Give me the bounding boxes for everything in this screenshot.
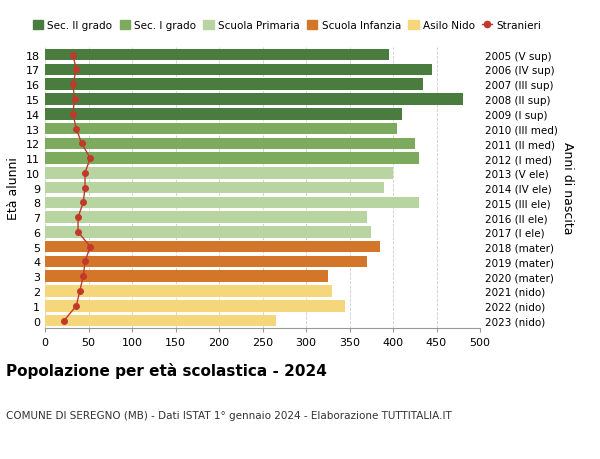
Bar [45,182,385,194]
Legend: Sec. II grado, Sec. I grado, Scuola Primaria, Scuola Infanzia, Asilo Nido, Stran: Sec. II grado, Sec. I grado, Scuola Prim… [28,17,545,35]
Text: COMUNE DI SEREGNO (MB) - Dati ISTAT 1° gennaio 2024 - Elaborazione TUTTITALIA.IT: COMUNE DI SEREGNO (MB) - Dati ISTAT 1° g… [6,410,452,420]
Bar [45,50,389,62]
Bar [45,123,397,135]
Bar [45,109,402,120]
Bar [45,94,463,106]
Bar [45,153,419,164]
Bar [45,197,419,209]
Bar [45,241,380,253]
Y-axis label: Anni di nascita: Anni di nascita [562,142,574,235]
Bar [45,212,367,224]
Bar [45,271,328,282]
Bar [45,138,415,150]
Bar [45,79,424,91]
Bar [45,168,393,179]
Bar [45,227,371,238]
Bar [45,256,367,268]
Y-axis label: Età alunni: Età alunni [7,157,20,219]
Bar [45,285,332,297]
Bar [45,65,432,76]
Bar [45,300,345,312]
Text: Popolazione per età scolastica - 2024: Popolazione per età scolastica - 2024 [6,363,327,379]
Bar [45,315,275,326]
